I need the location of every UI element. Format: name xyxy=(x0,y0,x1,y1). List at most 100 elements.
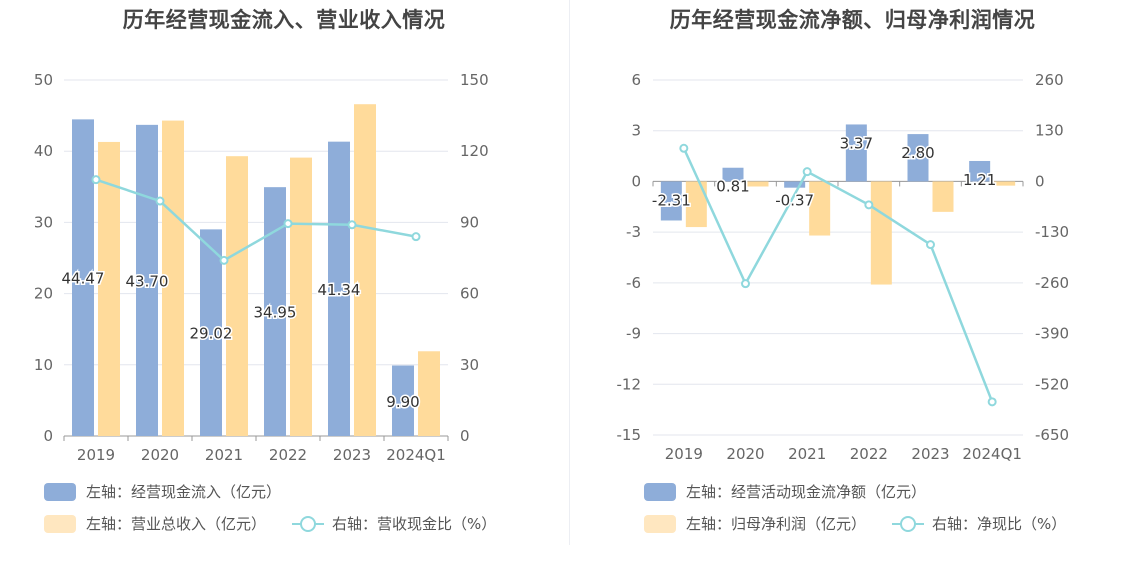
ratio-point xyxy=(411,232,421,242)
bar-series2 xyxy=(354,104,376,436)
bar-series1 xyxy=(200,229,222,436)
ratio-point xyxy=(741,279,750,289)
legend-line-marker-icon xyxy=(892,515,924,533)
bar-series2 xyxy=(747,181,769,187)
x-tick-label: 2020 xyxy=(141,446,179,464)
data-label: 9.90 xyxy=(386,393,419,411)
y-left-tick-label: -15 xyxy=(617,426,642,444)
legend-line-marker-icon xyxy=(292,515,324,533)
y-left-tick-label: 3 xyxy=(631,122,641,140)
bar-series2 xyxy=(809,181,831,236)
ratio-line xyxy=(682,147,994,403)
y-left-tick-label: 50 xyxy=(34,71,53,89)
x-tick-label: 2019 xyxy=(665,445,703,463)
x-tick-label: 2023 xyxy=(911,445,949,463)
x-tick-label: 2021 xyxy=(788,445,826,463)
x-tick-label: 2023 xyxy=(333,446,371,464)
bar-series1 xyxy=(392,365,414,436)
legend-label: 右轴：净现比（%） xyxy=(932,515,1067,533)
y-right-tick-label: -650 xyxy=(1035,426,1069,444)
x-tick-label: 2024Q1 xyxy=(962,445,1022,463)
ratio-point xyxy=(219,255,229,265)
y-right-tick-label: -130 xyxy=(1035,223,1069,241)
y-left-tick-label: 20 xyxy=(34,285,53,303)
y-right-tick-label: 0 xyxy=(460,427,470,445)
x-tick-label: 2022 xyxy=(269,446,307,464)
y-left-tick-label: 10 xyxy=(34,356,53,374)
data-label: 44.47 xyxy=(62,270,105,288)
data-label: 34.95 xyxy=(254,304,297,322)
y-left-tick-label: -6 xyxy=(626,274,641,292)
legend-blue-swatch xyxy=(44,482,76,501)
legend-cash-inflow[interactable]: 左轴：经营现金流入（亿元） xyxy=(44,481,281,502)
bar-series1 xyxy=(328,141,350,437)
legend-label: 左轴：经营现金流入（亿元） xyxy=(86,483,282,501)
bar-series1 xyxy=(969,160,991,182)
left-chart-panel: 历年经营现金流入、营业收入情况 0 10 20 30 40 50 0 30 60 90 120 150… xyxy=(0,0,568,545)
x-tick-label: 2019 xyxy=(77,446,115,464)
y-left-tick-label: -9 xyxy=(626,325,641,343)
legend-orange-swatch xyxy=(644,514,676,533)
legend-revenue-cash-ratio[interactable]: 右轴：营收现金比（%） xyxy=(292,513,496,534)
legend-net-profit[interactable]: 左轴：归母净利润（亿元） xyxy=(644,513,866,534)
bar-series2 xyxy=(162,120,184,437)
bar-series1 xyxy=(784,181,806,188)
legend-revenue[interactable]: 左轴：营业总收入（亿元） xyxy=(44,513,266,534)
y-right-tick-label: 0 xyxy=(1035,172,1045,190)
y-left-tick-label: 30 xyxy=(34,213,53,231)
y-right-tick-label: -390 xyxy=(1035,325,1069,343)
bar-series2 xyxy=(685,181,707,228)
bar-series1 xyxy=(136,124,158,436)
bar-series2 xyxy=(98,141,120,436)
ratio-point xyxy=(283,219,293,229)
bar-series1 xyxy=(72,119,94,436)
legend-orange-swatch xyxy=(44,514,76,533)
y-left-tick-label: -3 xyxy=(626,223,641,241)
legend-label: 右轴：营收现金比（%） xyxy=(332,515,497,533)
y-right-tick-label: 150 xyxy=(460,71,489,89)
y-right-tick-label: 90 xyxy=(460,213,479,231)
chart-title: 历年经营现金流净额、归母净利润情况 xyxy=(669,8,1036,32)
legend-blue-swatch xyxy=(644,482,676,501)
ratio-line xyxy=(95,178,417,262)
y-left-tick-label: 0 xyxy=(631,172,641,190)
x-tick-label: 2024Q1 xyxy=(386,446,446,464)
bar-series1 xyxy=(907,134,929,182)
data-label: 2.80 xyxy=(901,144,934,162)
net-cash-flow-profit-chart: -15 -12 -9 -6 -3 0 3 6 -650 -520 -390 -260 -130 0 130 2… xyxy=(617,71,1070,463)
panel-divider xyxy=(569,0,570,545)
x-tick-label: 2021 xyxy=(205,446,243,464)
bar-series1 xyxy=(264,187,286,436)
chart-title: 历年经营现金流入、营业收入情况 xyxy=(122,8,446,32)
legend-label: 左轴：营业总收入（亿元） xyxy=(86,515,267,533)
legend-label: 左轴：归母净利润（亿元） xyxy=(686,515,867,533)
legend-net-cash-flow[interactable]: 左轴：经营活动现金流净额（亿元） xyxy=(644,481,926,502)
bar-series1 xyxy=(845,124,867,182)
y-right-tick-label: 130 xyxy=(1035,122,1064,140)
bar-series2 xyxy=(994,181,1016,186)
y-right-tick-label: -520 xyxy=(1035,375,1069,393)
y-right-tick-label: 260 xyxy=(1035,71,1064,89)
bar-series2 xyxy=(418,351,440,436)
data-label: 29.02 xyxy=(190,325,233,343)
ratio-point xyxy=(864,200,874,210)
y-right-tick-label: 120 xyxy=(460,142,489,160)
bar-series2 xyxy=(290,157,312,436)
data-label: 43.70 xyxy=(126,272,169,290)
data-label: 41.34 xyxy=(318,281,361,299)
ratio-point xyxy=(155,196,165,206)
ratio-point xyxy=(679,143,689,153)
data-label: 0.81 xyxy=(716,178,749,196)
x-tick-label: 2020 xyxy=(726,445,764,463)
ratio-point xyxy=(926,240,935,250)
right-chart-panel: 历年经营现金流净额、归母净利润情况 -15 -12 -9 -6 -3 0 3 6 -650 -52… xyxy=(571,0,1134,545)
y-left-tick-label: -12 xyxy=(617,375,642,393)
ratio-point xyxy=(802,167,812,177)
bar-series2 xyxy=(226,156,248,436)
data-label: 1.21 xyxy=(963,171,996,189)
bar-series1 xyxy=(722,167,744,182)
data-label: 3.37 xyxy=(840,134,873,152)
legend-net-cash-ratio[interactable]: 右轴：净现比（%） xyxy=(892,513,1066,534)
bar-series2 xyxy=(932,181,954,212)
cash-inflow-revenue-chart: 0 10 20 30 40 50 0 30 60 90 120 150 2019 2020 2021 2022… xyxy=(34,71,489,464)
